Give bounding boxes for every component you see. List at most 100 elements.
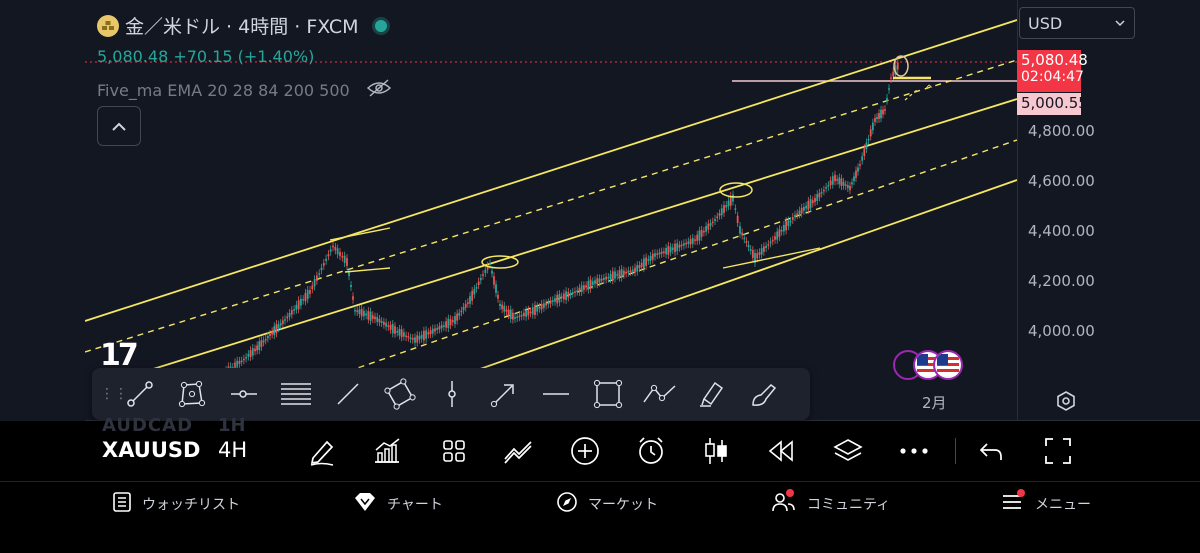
candle-body bbox=[707, 223, 710, 230]
candle-body bbox=[456, 313, 459, 321]
candle-body bbox=[567, 291, 570, 298]
collapse-legend-button[interactable] bbox=[97, 106, 141, 146]
arrow-icon[interactable] bbox=[478, 372, 530, 416]
candle-body bbox=[493, 276, 495, 285]
candle-body bbox=[332, 245, 334, 248]
candle-body bbox=[385, 322, 388, 327]
vertical-line-icon[interactable] bbox=[426, 372, 478, 416]
candle-body bbox=[398, 328, 401, 336]
drawing-toolbar[interactable]: ⋮⋮ bbox=[92, 368, 810, 420]
candle-body bbox=[391, 323, 394, 334]
candle-body bbox=[640, 262, 643, 268]
chevron-up-icon bbox=[111, 117, 127, 136]
candle-body bbox=[540, 303, 543, 310]
candle-body bbox=[475, 287, 478, 289]
chart-settings-button[interactable] bbox=[1052, 389, 1080, 417]
nav-chart[interactable]: チャート bbox=[353, 491, 443, 517]
gold-bars-icon bbox=[97, 14, 119, 37]
candle-body bbox=[290, 310, 293, 315]
candle-body bbox=[547, 302, 550, 305]
economic-events[interactable] bbox=[893, 350, 963, 380]
candle-body bbox=[309, 290, 311, 294]
candle-body bbox=[831, 176, 834, 185]
rectangle-rotated-icon[interactable] bbox=[374, 372, 426, 416]
candle-body bbox=[618, 270, 621, 278]
candle-body bbox=[594, 280, 596, 284]
nav-market[interactable]: マーケット bbox=[556, 491, 658, 517]
candle-body bbox=[629, 270, 632, 272]
compare-icon[interactable] bbox=[500, 434, 536, 468]
candle-body bbox=[894, 65, 897, 75]
candle-body bbox=[238, 360, 241, 364]
polyline-icon[interactable] bbox=[166, 372, 218, 416]
candle-body bbox=[756, 253, 759, 259]
drag-handle-icon[interactable]: ⋮⋮ bbox=[100, 386, 128, 402]
candle-body bbox=[531, 307, 534, 315]
nav-menu[interactable]: メニュー bbox=[1001, 489, 1091, 517]
notification-dot bbox=[1017, 489, 1025, 497]
candle-body bbox=[369, 311, 372, 321]
brush-icon[interactable] bbox=[738, 372, 790, 416]
candle-body bbox=[569, 293, 572, 296]
fullscreen-icon[interactable] bbox=[1040, 434, 1076, 468]
candle-body bbox=[771, 239, 774, 242]
candle-body bbox=[667, 245, 670, 255]
path-icon[interactable] bbox=[634, 372, 686, 416]
candle-body bbox=[501, 304, 504, 310]
chart-pane[interactable]: ^ bbox=[85, 0, 1017, 420]
candle-body bbox=[571, 292, 574, 294]
interval-button[interactable]: 4H bbox=[218, 438, 248, 462]
highlighter-icon[interactable] bbox=[686, 372, 738, 416]
candle-body bbox=[769, 241, 772, 244]
candle-body bbox=[596, 278, 599, 285]
candle-body bbox=[489, 263, 491, 265]
price-tick: 4,600.00 bbox=[1028, 172, 1095, 190]
nav-community-label: コミュニティ bbox=[807, 497, 891, 513]
chart-type-icon[interactable] bbox=[698, 434, 734, 468]
nav-community[interactable]: コミュニティ bbox=[771, 489, 891, 517]
symbol-title-row[interactable]: 金／米ドル · 4時間 · FXCM bbox=[97, 12, 392, 39]
candle-body bbox=[302, 299, 305, 301]
add-icon[interactable] bbox=[567, 434, 603, 468]
chevron-down-icon bbox=[1114, 14, 1126, 33]
eye-hidden-icon[interactable] bbox=[366, 78, 392, 102]
price-chart[interactable]: ^ bbox=[85, 0, 1017, 420]
candle-body bbox=[262, 340, 265, 343]
candle-body bbox=[794, 214, 796, 218]
candle-body bbox=[720, 208, 723, 216]
candle-body bbox=[279, 323, 282, 326]
candle-body bbox=[325, 258, 327, 261]
us-flag-icon[interactable] bbox=[933, 350, 963, 380]
indicators-icon[interactable] bbox=[369, 434, 405, 468]
currency-select[interactable]: USD bbox=[1019, 7, 1135, 39]
alert-icon[interactable] bbox=[633, 434, 669, 468]
candle-body bbox=[736, 215, 739, 223]
candle-body bbox=[356, 310, 359, 312]
candle-body bbox=[743, 237, 746, 240]
more-icon[interactable] bbox=[896, 434, 932, 468]
candle-body bbox=[236, 360, 239, 368]
ray-icon[interactable] bbox=[322, 372, 374, 416]
trend-line-icon[interactable] bbox=[114, 372, 166, 416]
nav-watchlist[interactable]: ウォッチリスト bbox=[112, 491, 240, 517]
layout-icon[interactable] bbox=[436, 434, 472, 468]
candle-body bbox=[534, 305, 536, 315]
layers-icon[interactable] bbox=[830, 434, 866, 468]
indicator-legend[interactable]: Five_ma EMA 20 28 84 200 500 bbox=[97, 78, 392, 102]
currency-value: USD bbox=[1028, 13, 1063, 33]
candle-body bbox=[849, 185, 851, 191]
fib-retracement-icon[interactable] bbox=[270, 372, 322, 416]
candle-body bbox=[358, 309, 361, 315]
draw-icon[interactable] bbox=[304, 434, 340, 468]
horizontal-ray-icon[interactable] bbox=[218, 372, 270, 416]
undo-icon[interactable] bbox=[973, 434, 1009, 468]
candle-body bbox=[260, 340, 263, 347]
symbol-button[interactable]: XAUUSD bbox=[102, 438, 201, 462]
replay-icon[interactable] bbox=[764, 434, 800, 468]
candle-body bbox=[696, 234, 699, 241]
candle-body bbox=[464, 303, 467, 308]
candle-body bbox=[745, 241, 748, 243]
rectangle-icon[interactable] bbox=[582, 372, 634, 416]
candle-body bbox=[348, 271, 350, 277]
horizontal-line-icon[interactable] bbox=[530, 372, 582, 416]
